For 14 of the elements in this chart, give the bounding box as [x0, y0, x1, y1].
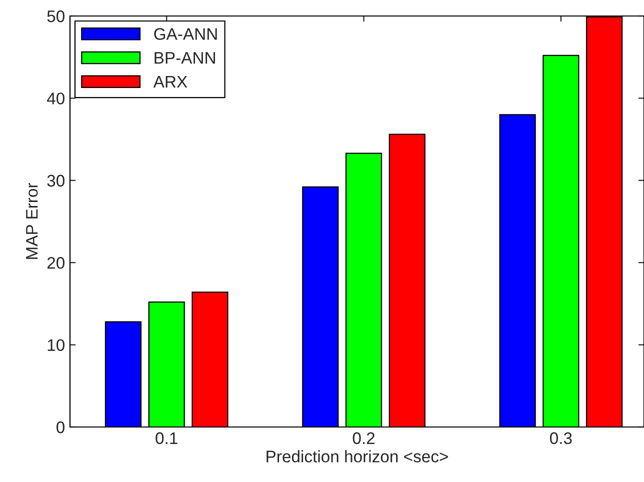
y-tick-label: 30 [47, 174, 64, 187]
x-axis-title: Prediction horizon <sec> [266, 450, 448, 462]
legend-label: GA-ANN [154, 28, 217, 40]
y-tick-label: 0 [56, 421, 64, 434]
y-tick-label: 40 [46, 92, 64, 104]
legend-label: BP-ANN [154, 52, 215, 64]
legend-label: ARX [153, 76, 188, 88]
y-tick-label: 10 [48, 339, 64, 352]
x-tick-label: 0.2 [352, 432, 375, 444]
y-axis-title: MAP Error [26, 183, 38, 259]
y-tick-label: 20 [47, 257, 64, 269]
y-tick-label: 50 [47, 10, 64, 22]
x-tick-label: 0.1 [156, 432, 178, 444]
x-tick-label: 0.3 [550, 432, 572, 444]
